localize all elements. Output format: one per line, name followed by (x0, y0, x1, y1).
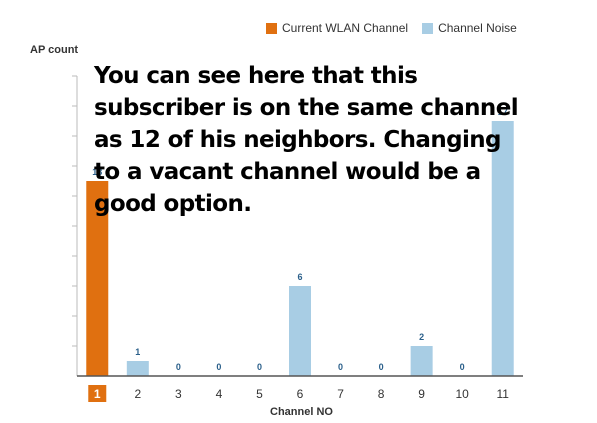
x-tick-label-ch8: 8 (378, 387, 385, 401)
bar-noise-ch6 (289, 286, 311, 376)
legend-item-noise[interactable]: Channel Noise (422, 21, 517, 35)
data-label-ch3: 0 (176, 362, 181, 372)
data-label-ch11: 17 (498, 107, 508, 117)
chart-legend: Current WLAN Channel Channel Noise (266, 21, 531, 35)
x-tick-label-ch7: 7 (337, 387, 344, 401)
data-label-ch5: 0 (257, 362, 262, 372)
bar-noise-ch11 (491, 121, 514, 376)
legend-label-noise: Channel Noise (438, 21, 517, 35)
x-tick-label-ch6: 6 (297, 387, 304, 401)
data-label-ch1: 13 (92, 167, 102, 177)
bar-current-ch1 (86, 181, 109, 376)
x-tick-label-ch1: 1 (94, 387, 101, 401)
data-label-ch7: 0 (338, 362, 343, 372)
y-axis-label: AP count (30, 44, 79, 56)
data-label-ch8: 0 (379, 362, 384, 372)
x-tick-label-ch11: 11 (496, 387, 509, 401)
data-label-ch2: 1 (135, 347, 140, 357)
highlighted-channel-box (88, 385, 107, 402)
data-label-ch9: 2 (419, 332, 424, 342)
legend-label-current: Current WLAN Channel (282, 21, 409, 35)
x-axis-label: Channel NO (270, 406, 333, 418)
data-label-ch4: 0 (216, 362, 221, 372)
legend-swatch-current (266, 22, 277, 34)
x-tick-label-ch5: 5 (256, 387, 263, 401)
x-tick-label-ch4: 4 (216, 387, 223, 401)
legend-item-current[interactable]: Current WLAN Channel (266, 21, 408, 35)
annotation-text: You can see here that this subscriber is… (94, 63, 519, 217)
data-label-ch10: 0 (460, 362, 465, 372)
x-tick-label-ch9: 9 (418, 387, 425, 401)
x-tick-label-ch10: 10 (456, 387, 470, 401)
data-label-ch6: 6 (297, 272, 302, 282)
x-tick-label-ch3: 3 (175, 387, 182, 401)
x-tick-label-ch2: 2 (134, 387, 141, 401)
bar-noise-ch2 (126, 361, 149, 376)
bar-noise-ch9 (410, 346, 433, 376)
legend-swatch-noise (422, 22, 434, 34)
